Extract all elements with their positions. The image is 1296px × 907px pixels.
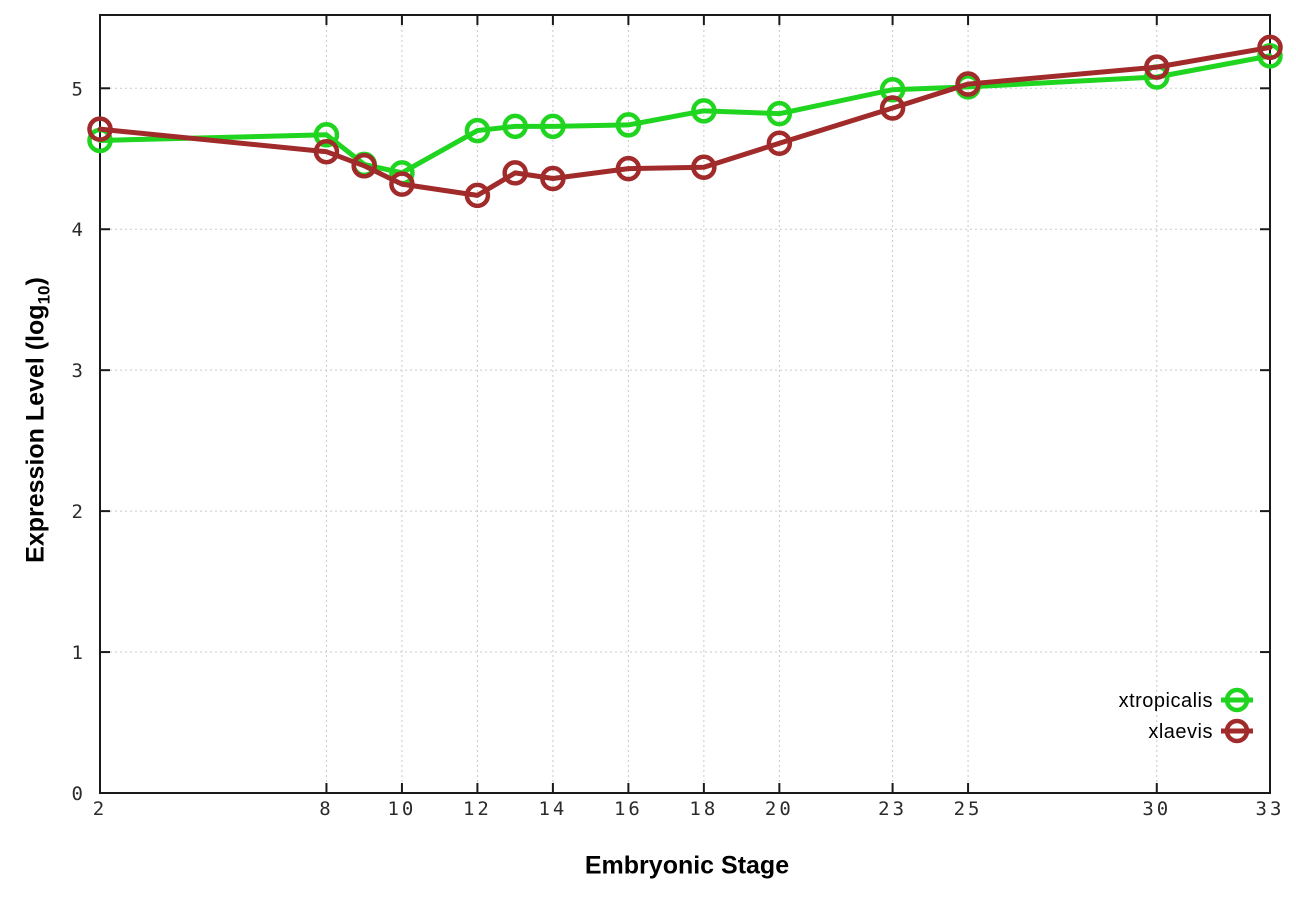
data-point bbox=[313, 138, 340, 165]
data-point bbox=[540, 113, 566, 140]
gridlines bbox=[99, 15, 1271, 793]
y-tick-label: 5 bbox=[72, 78, 86, 100]
y-axis-title-suffix: ) bbox=[21, 277, 50, 286]
data-point bbox=[1257, 34, 1283, 61]
data-point bbox=[766, 100, 793, 127]
legend: xtropicalis xlaevis bbox=[1119, 687, 1253, 744]
data-point bbox=[879, 76, 906, 103]
x-tick-label: 16 bbox=[614, 798, 643, 820]
data-point bbox=[615, 112, 642, 138]
x-tick-label: 10 bbox=[387, 798, 416, 820]
x-tick-label: 12 bbox=[463, 798, 492, 820]
series-xlaevis bbox=[87, 34, 1283, 209]
data-point bbox=[691, 98, 717, 124]
series-line-xlaevis bbox=[97, 44, 1273, 198]
x-tick-label: 14 bbox=[538, 798, 567, 820]
data-point bbox=[313, 122, 340, 148]
data-point bbox=[464, 117, 491, 144]
x-tick-label: 8 bbox=[319, 798, 333, 820]
x-tick-label: 18 bbox=[689, 798, 718, 820]
data-point bbox=[87, 116, 113, 142]
data-point bbox=[464, 182, 491, 209]
data-point bbox=[540, 165, 566, 192]
y-axis-title: Expression Level (log10) bbox=[22, 277, 55, 563]
y-tick-label: 2 bbox=[72, 501, 86, 523]
data-point bbox=[389, 171, 415, 197]
axis-ticks bbox=[99, 15, 1271, 794]
data-point bbox=[1144, 54, 1170, 80]
x-tick-label: 23 bbox=[878, 798, 907, 820]
data-point bbox=[502, 113, 528, 140]
data-point bbox=[691, 154, 717, 180]
legend-label-xlaevis: xlaevis bbox=[1148, 721, 1213, 743]
data-point bbox=[955, 71, 981, 97]
data-point bbox=[879, 95, 906, 121]
data-point bbox=[766, 130, 793, 157]
legend-marker-xlaevis bbox=[1224, 718, 1250, 744]
y-tick-label: 4 bbox=[72, 219, 86, 241]
legend-marker-xtropicalis bbox=[1224, 687, 1250, 713]
data-point bbox=[502, 160, 528, 186]
x-tick-label: 30 bbox=[1142, 798, 1171, 820]
y-tick-label: 1 bbox=[72, 642, 86, 664]
y-tick-label: 3 bbox=[72, 360, 86, 382]
series-xtropicalis bbox=[87, 43, 1283, 186]
x-tick-label: 33 bbox=[1256, 798, 1285, 820]
y-axis-title-text: Expression Level (log bbox=[21, 304, 50, 563]
x-tick-label: 25 bbox=[954, 798, 983, 820]
x-axis-title: Embryonic Stage bbox=[584, 851, 790, 880]
y-tick-label: 0 bbox=[72, 783, 86, 805]
legend-label-xtropicalis: xtropicalis bbox=[1119, 690, 1213, 712]
x-tick-label: 2 bbox=[93, 798, 107, 820]
data-point bbox=[615, 155, 642, 182]
data-point bbox=[351, 153, 377, 179]
plot-border bbox=[99, 14, 1271, 794]
x-tick-label: 20 bbox=[765, 798, 794, 820]
y-axis-title-subscript: 10 bbox=[34, 285, 54, 305]
